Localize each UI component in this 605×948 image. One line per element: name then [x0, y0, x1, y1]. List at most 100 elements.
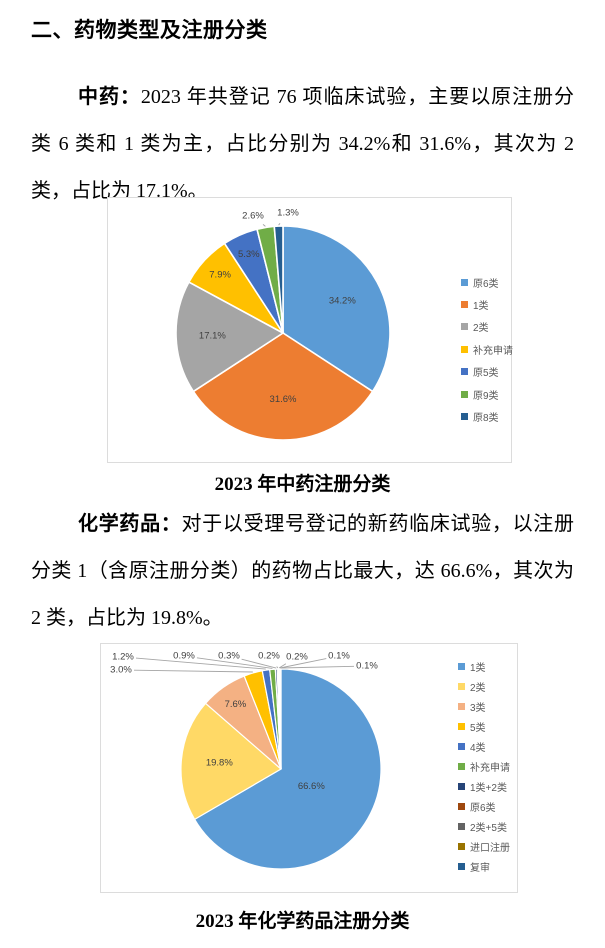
paragraph-line: 2 类，占比为 19.8%。 [31, 607, 223, 629]
chart-legend: 1类 2类 3类 5类 4类补充申请 1类+2类原6类 2类+5类进口注册复审 [458, 656, 510, 876]
legend-item-原6类: 原6类 [458, 796, 510, 816]
paragraph-line: 化学药品：对于以受理号登记的新药临床试验，以注册 [31, 501, 574, 548]
paragraph-huaxue: 化学药品：对于以受理号登记的新药临床试验，以注册 分类 1（含原注册分类）的药物… [31, 501, 574, 642]
legend-marker [461, 301, 468, 309]
pie-chart: 66.6% 19.8% 7.6% 3.0% 1.2% 0.9% 0.3% 0.2% 0.2% 0.… [110, 651, 382, 870]
callout-leader-line [196, 657, 273, 669]
callout-leader-line [133, 669, 253, 673]
callout-leader-line [278, 223, 281, 226]
pie-data-label: 0.2% [286, 652, 308, 663]
pie-data-label: 0.1% [328, 651, 350, 662]
legend-marker [461, 278, 468, 286]
legend-marker [458, 782, 465, 790]
paragraph-lead: 中药： [78, 86, 141, 108]
legend-item-原8类: 原8类 [461, 405, 513, 427]
legend-marker [458, 842, 465, 850]
legend-marker [458, 862, 465, 870]
legend-label: 2类+5类 [470, 822, 507, 834]
legend-label: 1类+2类 [470, 782, 507, 794]
callout-leader-line [279, 658, 327, 669]
pie-data-label: 19.8% [206, 758, 233, 769]
paragraph-text: 对于以受理号登记的新药临床试验，以注册 [181, 513, 575, 535]
legend-marker [458, 662, 465, 670]
legend-label: 2类 [473, 323, 489, 335]
legend-label: 补充申请 [473, 345, 513, 357]
legend-label: 3类 [470, 702, 486, 714]
legend-marker [458, 722, 465, 730]
legend-item-原6类: 原6类 [461, 271, 513, 293]
pie-data-label: 66.6% [298, 781, 325, 792]
legend-item-进口注册: 进口注册 [458, 836, 510, 856]
pie-data-label: 0.1% [356, 661, 378, 672]
pie-data-label: 34.2% [329, 295, 356, 306]
pie-data-label: 1.3% [277, 208, 299, 219]
pie-data-label: 2.6% [242, 211, 264, 222]
legend-item-补充申请: 补充申请 [461, 338, 513, 360]
callout-leader-line [241, 658, 277, 669]
legend-label: 1类 [470, 662, 486, 674]
paragraph-line: 类，占比为 17.1%。 [31, 180, 208, 202]
pie-slice-1类 [192, 332, 374, 441]
callout-leader-line [276, 666, 279, 669]
pie-data-label: 0.2% [258, 651, 280, 662]
paragraph-zhongyao: 中药：2023 年共登记 76 项临床试验，主要以原注册分 类 6 类和 1 类… [31, 74, 574, 215]
legend-marker [458, 762, 465, 770]
chart-caption-tcm: 2023 年中药注册分类 [214, 474, 391, 495]
legend-item-原5类: 原5类 [461, 361, 513, 383]
legend-item-复审: 复审 [458, 856, 510, 876]
legend-item-1类: 1类 [458, 656, 510, 676]
paragraph-line: 类 6 类和 1 类为主，占比分别为 34.2%和 31.6%，其次为 2 [31, 133, 574, 155]
legend-item-1类: 1类 [461, 293, 513, 315]
legend-marker [461, 345, 468, 353]
legend-marker [458, 682, 465, 690]
legend-item-2类+5类: 2类+5类 [458, 816, 510, 836]
legend-marker [458, 702, 465, 710]
pie-data-label: 17.1% [199, 330, 226, 341]
legend-item-2类: 2类 [458, 676, 510, 696]
chart-caption-chemical: 2023 年化学药品注册分类 [195, 911, 410, 932]
legend-marker [461, 368, 468, 376]
pie-slice-2类 [180, 702, 283, 821]
pie-slice-原8类 [273, 225, 284, 334]
paragraph-lead: 化学药品： [78, 513, 182, 535]
pie-chart-frame-tcm: 34.2% 31.6% 17.1% 7.9% 5.3% 2.6% 1.3% 原6类 1类 2类 补充… [107, 197, 513, 463]
pie-data-label: 7.9% [209, 270, 231, 281]
legend-marker [461, 323, 468, 331]
legend-marker [461, 413, 468, 421]
pie-slice-1类 [193, 668, 382, 870]
chart-legend: 原6类 1类 2类补充申请原5类原9类原8类 [461, 271, 513, 428]
paragraph-line: 中药：2023 年共登记 76 项临床试验，主要以原注册分 [31, 74, 574, 121]
pie-slice-复审 [279, 668, 282, 770]
callout-leader-line [135, 657, 266, 670]
legend-label: 4类 [470, 742, 486, 754]
pie-chart-frame-chemical: 66.6% 19.8% 7.6% 3.0% 1.2% 0.9% 0.3% 0.2% 0.2% 0.… [100, 643, 518, 893]
pie-data-label: 0.9% [173, 651, 195, 662]
legend-item-5类: 5类 [458, 716, 510, 736]
section-heading: 二、药物类型及注册分类 [31, 19, 268, 42]
legend-item-原9类: 原9类 [461, 383, 513, 405]
legend-item-补充申请: 补充申请 [458, 756, 510, 776]
pie-data-label: 5.3% [238, 249, 260, 260]
paragraph-line: 分类 1（含原注册分类）的药物占比最大，达 66.6%，其次为 [31, 560, 574, 582]
legend-label: 复审 [470, 862, 490, 874]
legend-label: 原5类 [473, 368, 499, 380]
legend-item-3类: 3类 [458, 696, 510, 716]
legend-marker [458, 742, 465, 750]
pie-chart: 34.2% 31.6% 17.1% 7.9% 5.3% 2.6% 1.3% [175, 208, 391, 441]
legend-label: 1类 [473, 301, 489, 313]
legend-label: 5类 [470, 722, 486, 734]
pie-data-label: 7.6% [225, 699, 247, 710]
callout-leader-line [280, 665, 355, 669]
legend-item-4类: 4类 [458, 736, 510, 756]
legend-marker [461, 390, 468, 398]
legend-label: 进口注册 [470, 842, 510, 854]
paragraph-text: 2023 年共登记 76 项临床试验，主要以原注册分 [140, 86, 575, 108]
legend-label: 原9类 [473, 390, 499, 402]
pie-data-label: 1.2% [112, 652, 134, 663]
callout-leader-line [278, 663, 287, 669]
legend-label: 补充申请 [470, 762, 510, 774]
legend-marker [458, 802, 465, 810]
legend-marker [458, 822, 465, 830]
legend-item-2类: 2类 [461, 316, 513, 338]
